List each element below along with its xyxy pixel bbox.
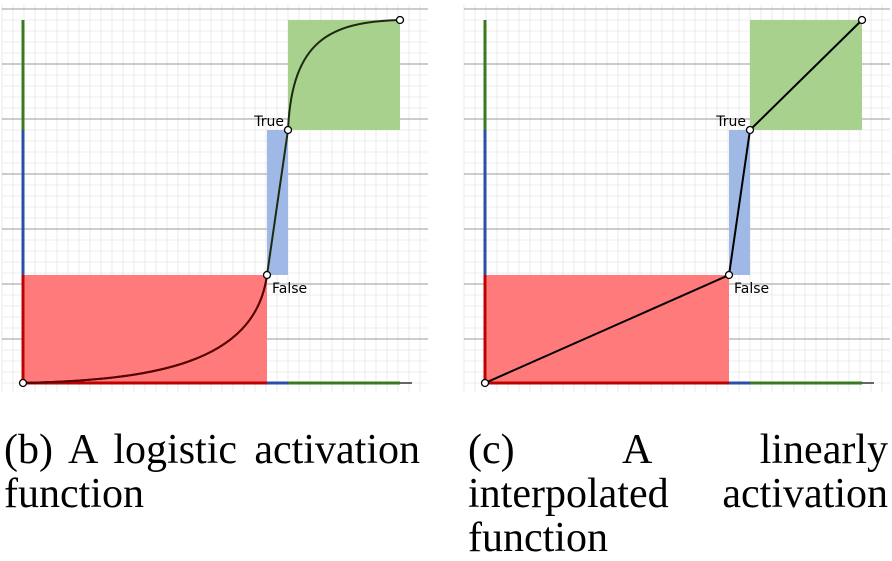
activation-curve: [484, 19, 863, 384]
panel-linear: True False (c) A linearly interpolated ac…: [462, 0, 892, 560]
linear-activation-plot: True False: [463, 5, 890, 392]
origin-point: [480, 378, 490, 388]
logistic-activation-plot: True False: [1, 5, 428, 392]
true-point: [283, 125, 293, 135]
false-label: False: [734, 281, 769, 297]
grid: [463, 5, 890, 392]
origin-point: [18, 378, 28, 388]
true-label: True: [715, 114, 746, 130]
caption-logistic: (b) A logistic activation function: [4, 427, 420, 517]
end-point: [857, 15, 867, 25]
end-point: [395, 15, 405, 25]
activation-curve-false-part: [22, 274, 268, 384]
true-region: [288, 20, 400, 130]
caption-linear: (c) A linearly interpolated activation f…: [468, 427, 888, 561]
false-label: False: [272, 281, 307, 297]
panel-logistic: True False (b) A logistic activation func…: [0, 0, 430, 523]
false-point: [262, 270, 272, 280]
false-point: [724, 270, 734, 280]
true-point: [745, 125, 755, 135]
true-label: True: [253, 114, 284, 130]
false-region: [23, 275, 267, 383]
